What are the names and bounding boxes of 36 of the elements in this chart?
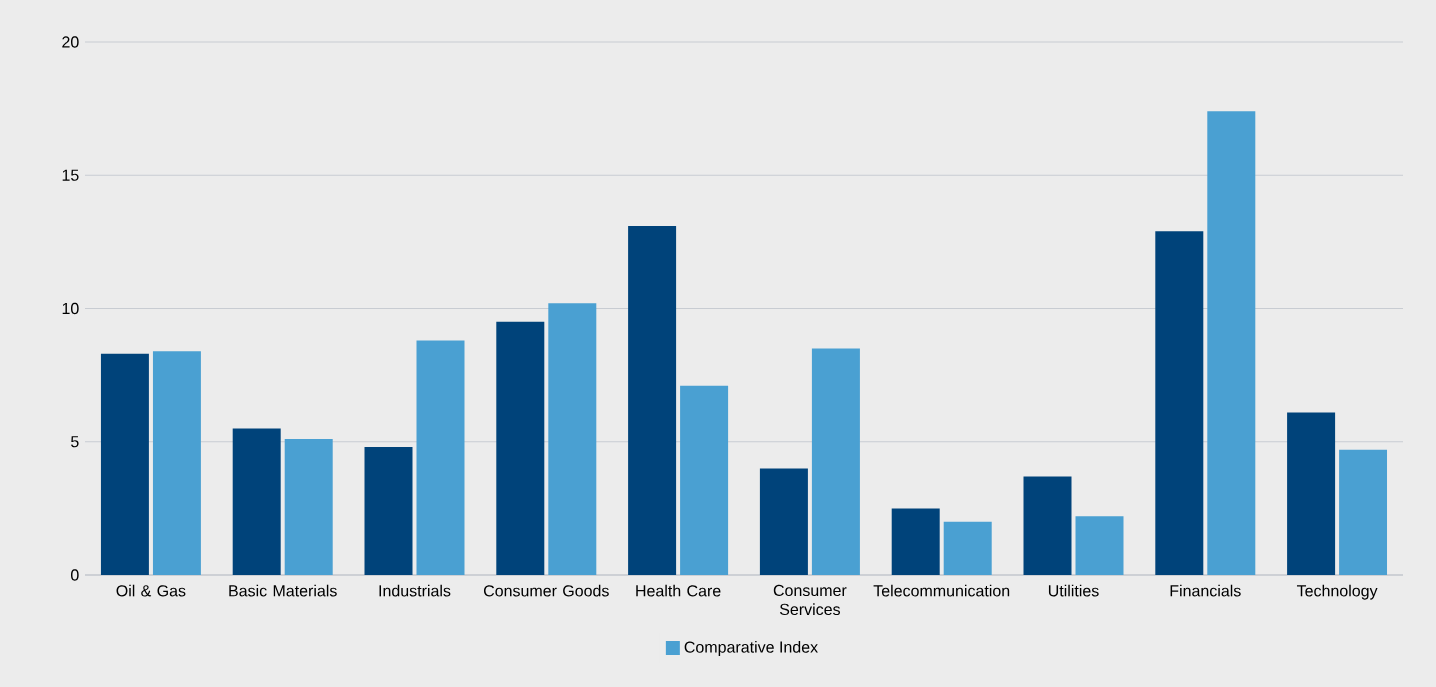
bar: [811, 348, 860, 575]
bar: [759, 468, 808, 575]
x-tick-label: Oil & Gas: [116, 584, 186, 597]
bar: [1207, 111, 1256, 575]
bar: [680, 385, 729, 575]
x-tick-label: Consumer Services: [773, 584, 847, 616]
bar: [152, 351, 201, 575]
bar: [1339, 449, 1388, 575]
bar: [232, 428, 281, 575]
y-tick-label: 5: [71, 436, 79, 448]
bar: [416, 340, 465, 575]
x-tick-label: Health Care: [636, 584, 721, 597]
bar: [1023, 476, 1072, 575]
bar: [1155, 231, 1204, 575]
bar: [100, 353, 149, 575]
y-tick-label: 15: [62, 169, 79, 181]
x-tick-label: Financials: [1170, 584, 1241, 597]
y-tick-label: 20: [62, 36, 79, 48]
bar: [548, 303, 597, 575]
x-tick-label: Technology: [1296, 584, 1378, 600]
bar: [284, 439, 333, 575]
x-tick-label: Utilities: [1048, 584, 1099, 597]
y-tick-label: 0: [71, 569, 79, 581]
x-tick-label: Consumer Goods: [483, 584, 609, 597]
y-tick-label: 10: [62, 302, 79, 315]
bar: [364, 447, 413, 575]
bar: [1075, 516, 1124, 575]
legend-label: Comparative Index: [684, 641, 818, 656]
x-tick-label: Telecommunication: [873, 584, 1010, 597]
x-tick-label: Industrials: [379, 584, 451, 597]
x-tick-label: Basic Materials: [229, 584, 337, 597]
bar: [891, 508, 940, 575]
bar: [496, 321, 545, 575]
bar: [1287, 412, 1336, 575]
bar: [943, 521, 992, 575]
bar: [628, 225, 677, 575]
